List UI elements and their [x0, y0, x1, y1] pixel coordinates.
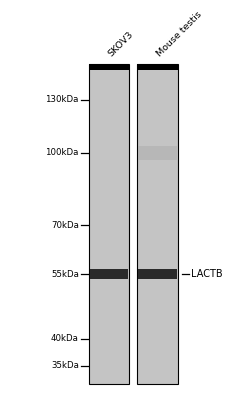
Text: 130kDa: 130kDa: [45, 95, 79, 104]
Bar: [88, 64, 129, 70]
Text: 70kDa: 70kDa: [51, 221, 79, 230]
Bar: [137, 64, 177, 384]
Bar: [88, 64, 129, 384]
Bar: [138, 269, 176, 279]
Text: 55kDa: 55kDa: [51, 270, 79, 279]
Text: 40kDa: 40kDa: [51, 334, 79, 343]
Bar: [137, 64, 177, 70]
Text: Mouse testis: Mouse testis: [155, 9, 203, 58]
Text: SKOV3: SKOV3: [106, 29, 135, 58]
Text: LACTB: LACTB: [191, 269, 222, 279]
Bar: [138, 146, 176, 160]
Text: 35kDa: 35kDa: [51, 361, 79, 370]
Bar: [89, 269, 128, 279]
Text: 100kDa: 100kDa: [45, 148, 79, 157]
